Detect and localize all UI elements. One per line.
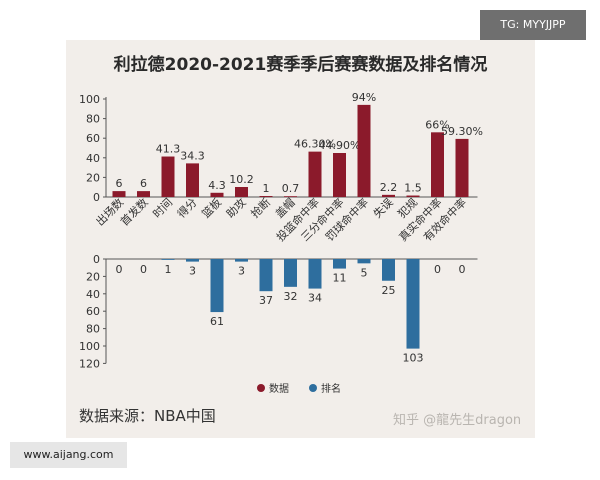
top-chart: 0204060801006出场数6首发数41.3时间34.3得分4.3篮板10.… [79, 91, 483, 244]
x-category-label: 助攻 [223, 195, 248, 220]
legend: 数据 排名 [257, 382, 341, 395]
bottom-y-tick-label: 60 [86, 305, 100, 318]
bottom-bar-11 [357, 259, 371, 264]
top-bar-1 [112, 191, 126, 197]
top-data-label: 2.2 [380, 181, 398, 194]
bottom-bar-7 [259, 259, 273, 292]
legend-marker-rank [309, 384, 317, 392]
bottom-data-label: 61 [210, 315, 224, 328]
bottom-data-label: 25 [382, 284, 396, 297]
bottom-data-label: 5 [361, 266, 368, 279]
site-url-badge: www.aijang.com [10, 442, 127, 468]
bottom-bar-10 [333, 259, 346, 269]
top-y-tick-label: 80 [86, 113, 100, 126]
x-category-label: 得分 [175, 196, 200, 221]
legend-marker-data [257, 384, 265, 392]
top-bar-15 [455, 138, 469, 197]
bottom-bar-3 [161, 259, 175, 260]
top-y-tick-label: 20 [86, 171, 100, 184]
top-bar-4 [186, 163, 199, 197]
bottom-bar-13 [406, 259, 420, 349]
bottom-bar-8 [284, 259, 297, 287]
top-data-label: 34.3 [180, 149, 205, 162]
bottom-data-label: 34 [308, 292, 322, 305]
chart-card [66, 40, 535, 438]
top-data-label: 6 [140, 177, 147, 190]
x-category-label: 首发数 [117, 195, 150, 228]
bottom-data-label: 3 [189, 265, 196, 278]
top-y-tick-label: 100 [79, 93, 100, 106]
bottom-bar-6 [235, 259, 248, 262]
top-bar-8 [284, 196, 297, 197]
top-bar-5 [210, 192, 224, 197]
bottom-y-tick-label: 0 [93, 253, 100, 266]
top-data-label: 41.3 [156, 143, 181, 156]
top-y-tick-label: 0 [93, 191, 100, 204]
top-y-tick-label: 40 [86, 152, 100, 165]
bottom-data-label: 1 [165, 263, 172, 276]
top-data-label: 4.3 [208, 179, 226, 192]
bottom-bar-12 [382, 259, 395, 281]
bottom-data-label: 103 [403, 352, 424, 365]
top-bar-10 [333, 152, 346, 197]
bottom-data-label: 0 [434, 263, 441, 276]
top-bar-6 [235, 187, 248, 197]
bottom-data-label: 0 [459, 263, 466, 276]
top-data-label: 6 [116, 177, 123, 190]
top-bar-7 [259, 196, 273, 197]
bottom-bar-4 [186, 259, 199, 262]
top-bar-11 [357, 104, 371, 197]
top-data-label: 1.5 [404, 182, 422, 195]
bottom-y-tick-label: 120 [79, 357, 100, 370]
top-data-label: 66% [425, 118, 449, 131]
top-bar-3 [161, 156, 175, 197]
bottom-bar-9 [308, 259, 322, 289]
top-data-label: 1 [263, 182, 270, 195]
bottom-data-label: 37 [259, 294, 273, 307]
data-source: 数据来源：NBA中国 [79, 407, 216, 425]
x-category-label: 篮板 [199, 195, 224, 220]
bottom-y-tick-label: 40 [86, 288, 100, 301]
bottom-y-tick-label: 20 [86, 270, 100, 283]
top-bar-14 [431, 132, 444, 197]
top-y-tick-label: 60 [86, 132, 100, 145]
top-data-label: 0.7 [282, 182, 300, 195]
top-bar-2 [137, 191, 150, 197]
top-data-label: 44.90% [319, 139, 361, 152]
bottom-bar-5 [210, 259, 224, 313]
legend-label-data: 数据 [269, 382, 289, 395]
corner-tag: TG: MYYJJPP [480, 10, 586, 40]
bottom-y-tick-label: 100 [79, 340, 100, 353]
bottom-data-label: 32 [284, 290, 298, 303]
bottom-y-tick-label: 80 [86, 323, 100, 336]
top-bar-9 [308, 151, 322, 197]
top-data-label: 94% [352, 91, 376, 104]
x-category-label: 时间 [150, 196, 175, 221]
top-bar-13 [406, 195, 420, 197]
top-data-label: 10.2 [229, 173, 254, 186]
top-data-label: 59.30% [441, 125, 483, 138]
bottom-data-label: 11 [333, 272, 347, 285]
top-bar-12 [382, 194, 395, 197]
legend-label-rank: 排名 [321, 382, 341, 395]
x-category-label: 失误 [371, 196, 396, 221]
chart-svg: 0204060801006出场数6首发数41.3时间34.3得分4.3篮板10.… [79, 91, 483, 395]
x-category-label: 抢断 [248, 195, 273, 220]
watermark-zhihu: 知乎 @龍先生dragon [393, 413, 522, 428]
bottom-chart: 0 20 40 60 80 100 120 0 0 1 3 61 3 37 32 34 11 5 25 103 0 0 [79, 253, 478, 370]
top-data-label: 46.30% [294, 138, 336, 151]
chart-title: 利拉德2020-2021赛季季后赛赛数据及排名情况 [113, 55, 488, 75]
bottom-data-label: 3 [238, 265, 245, 278]
bottom-data-label: 0 [116, 263, 123, 276]
bottom-data-label: 0 [140, 263, 147, 276]
